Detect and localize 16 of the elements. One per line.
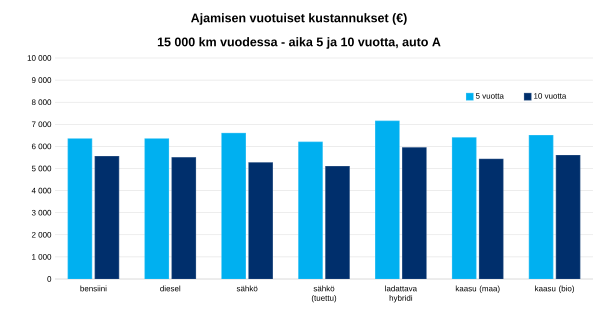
- bar: [298, 142, 323, 279]
- bar: [528, 135, 554, 279]
- bar: [325, 166, 350, 279]
- bar: [478, 158, 504, 279]
- bar: [221, 132, 246, 279]
- bar: [556, 154, 580, 279]
- bar: [68, 138, 92, 279]
- bar: [248, 162, 273, 279]
- bar: [452, 137, 477, 279]
- bar: [171, 157, 196, 279]
- bar: [375, 120, 400, 279]
- bar: [144, 138, 170, 279]
- bar: [402, 147, 427, 279]
- chart-title: Ajamisen vuotuiset kustannukset (€): [191, 13, 407, 25]
- bar: [94, 156, 120, 279]
- chart-subtitle: 15 000 km vuodessa - aika 5 ja 10 vuotta, auto A: [158, 37, 441, 49]
